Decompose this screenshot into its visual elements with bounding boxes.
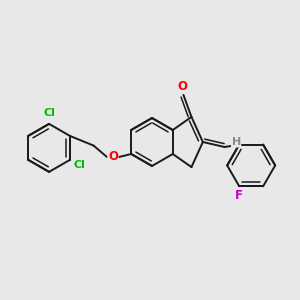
Text: H: H: [232, 137, 241, 147]
Text: O: O: [178, 80, 188, 93]
Text: Cl: Cl: [74, 160, 85, 170]
Text: F: F: [235, 189, 243, 202]
Text: O: O: [108, 151, 118, 164]
Text: Cl: Cl: [43, 108, 55, 118]
